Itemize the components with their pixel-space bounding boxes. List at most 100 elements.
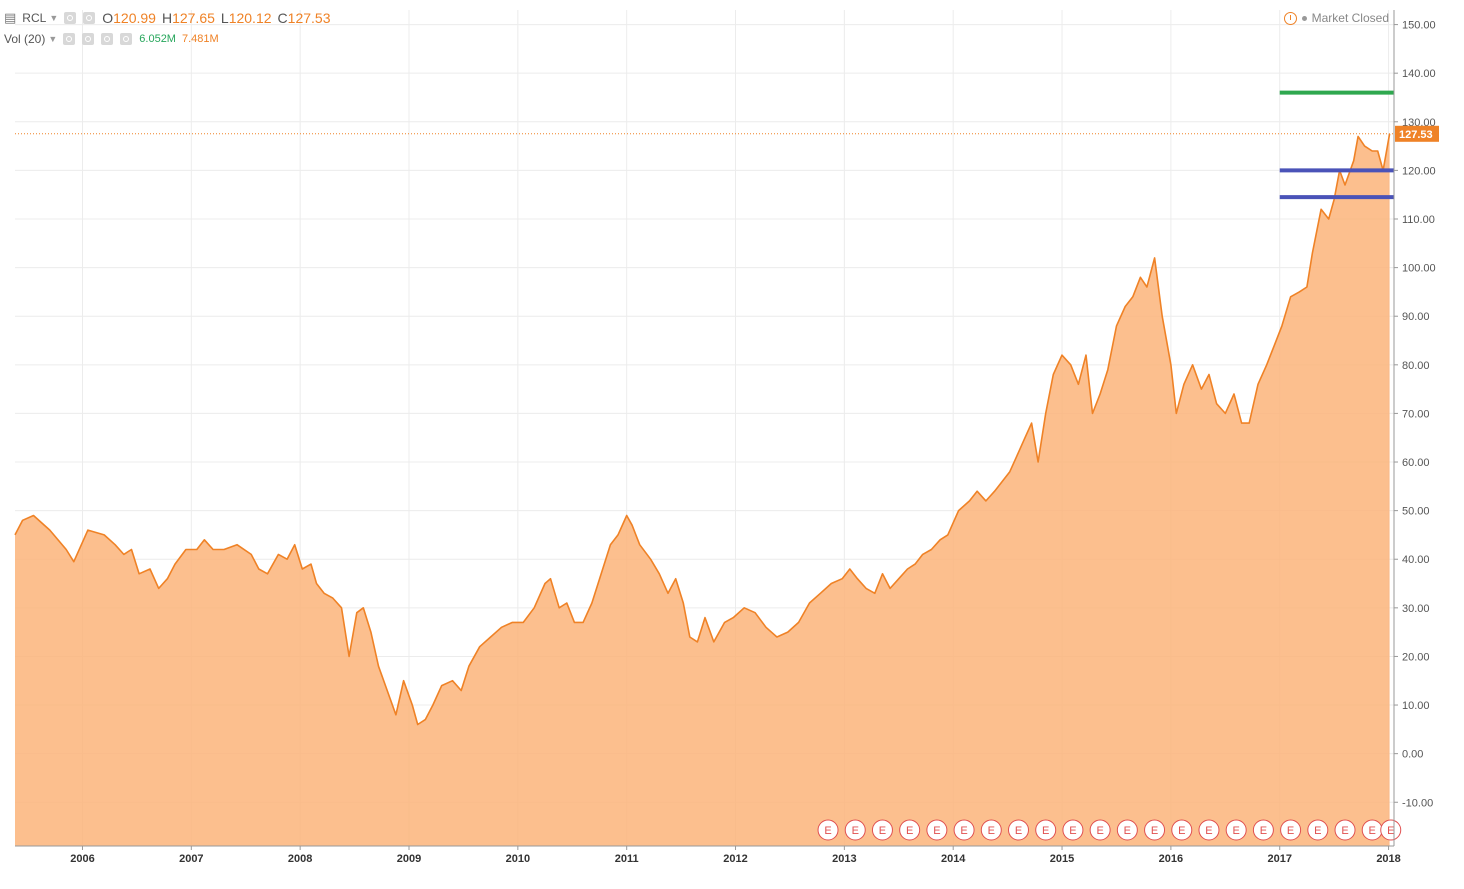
x-tick-label: 2008	[288, 853, 312, 865]
earnings-marker[interactable]	[1280, 819, 1302, 841]
earnings-marker[interactable]	[1144, 819, 1166, 841]
level-lines	[1279, 90, 1394, 200]
earnings-marker[interactable]	[953, 819, 975, 841]
earnings-marker-label: E	[1260, 825, 1267, 837]
chevron-down-icon[interactable]: ▼	[48, 34, 58, 44]
x-tick-label: 2016	[1159, 853, 1183, 865]
volume-value: 6.052M	[139, 33, 176, 45]
earnings-marker[interactable]	[1225, 819, 1247, 841]
high-value-group: H127.65	[162, 10, 215, 26]
earnings-marker[interactable]	[1334, 819, 1356, 841]
y-tick-label: 100.00	[1402, 263, 1436, 275]
earnings-marker[interactable]	[1198, 819, 1220, 841]
earnings-marker[interactable]	[1089, 819, 1111, 841]
gear-icon[interactable]	[82, 33, 95, 45]
x-tick-label: 2007	[179, 853, 203, 865]
eye-icon[interactable]	[63, 33, 76, 45]
earnings-marker-label: E	[1341, 825, 1348, 837]
earnings-marker-label: E	[1314, 825, 1321, 837]
y-tick-label: 130.00	[1402, 117, 1436, 129]
y-tick-label: 50.00	[1402, 506, 1430, 518]
earnings-marker[interactable]	[1380, 819, 1402, 841]
earnings-marker-label: E	[1096, 825, 1103, 837]
menu-icon[interactable]: ▤	[4, 10, 17, 25]
y-tick-label: 40.00	[1402, 554, 1430, 566]
y-tick-label: 90.00	[1402, 311, 1430, 323]
market-status-label: Market Closed	[1311, 11, 1389, 25]
volume-label[interactable]: Vol (20)	[4, 32, 46, 46]
gear-icon[interactable]	[83, 12, 96, 24]
earnings-marker[interactable]	[1307, 819, 1329, 841]
earnings-marker[interactable]	[1008, 819, 1030, 841]
earnings-marker[interactable]	[817, 819, 839, 841]
high-value: 127.65	[172, 10, 215, 26]
y-tick-label: -10.00	[1402, 797, 1433, 809]
x-tick-label: 2018	[1376, 853, 1400, 865]
earnings-marker-label: E	[933, 825, 940, 837]
earnings-marker-label: E	[1042, 825, 1049, 837]
earnings-marker-label: E	[1287, 825, 1294, 837]
earnings-marker-label: E	[960, 825, 967, 837]
earnings-marker[interactable]	[926, 819, 948, 841]
price-line	[14, 133, 1391, 726]
earnings-marker-label: E	[1015, 825, 1022, 837]
earnings-marker-label: E	[1151, 825, 1158, 837]
y-tick-label: 0.00	[1402, 749, 1423, 761]
symbol-label[interactable]: RCL	[22, 11, 47, 25]
y-tick-label: 10.00	[1402, 700, 1430, 712]
y-tick-label: 150.00	[1402, 20, 1436, 32]
y-tick-label: 60.00	[1402, 457, 1430, 469]
open-value-group: O120.99	[102, 10, 156, 26]
volume-average: 7.481M	[181, 33, 219, 45]
earnings-marker[interactable]	[1171, 819, 1193, 841]
x-tick-label: 2014	[941, 853, 966, 865]
earnings-marker-label: E	[1233, 825, 1240, 837]
earnings-marker-label: E	[1124, 825, 1131, 837]
y-tick-label: 80.00	[1402, 360, 1430, 372]
chevron-down-icon[interactable]: ▼	[49, 13, 59, 23]
status-dot-icon	[1301, 15, 1307, 21]
clock-icon[interactable]	[1283, 11, 1297, 25]
earnings-marker-label: E	[879, 825, 886, 837]
close-label: C	[277, 10, 288, 26]
earnings-marker[interactable]	[980, 819, 1002, 841]
market-status: Market Closed	[1283, 11, 1389, 25]
high-label: H	[161, 10, 173, 26]
x-tick-label: 2010	[506, 853, 530, 865]
x-tick-label: 2013	[832, 853, 856, 865]
y-tick-label: 30.00	[1402, 603, 1430, 615]
close-value-group: C127.53	[278, 10, 331, 26]
eye-icon[interactable]	[64, 12, 77, 24]
earnings-marker[interactable]	[1062, 819, 1084, 841]
earnings-marker-label: E	[824, 825, 831, 837]
close-icon[interactable]	[120, 33, 133, 45]
x-tick-label: 2015	[1050, 853, 1074, 865]
y-tick-label: 110.00	[1402, 214, 1435, 226]
earnings-marker[interactable]	[1035, 819, 1057, 841]
earnings-marker-label: E	[1387, 825, 1394, 837]
earnings-marker[interactable]	[844, 819, 866, 841]
last-price-badge	[1395, 125, 1439, 142]
earnings-marker[interactable]	[1252, 819, 1274, 841]
price-area	[14, 133, 1394, 847]
low-label: L	[220, 10, 229, 26]
earnings-marker-label: E	[906, 825, 913, 837]
y-tick-label: 20.00	[1402, 651, 1430, 663]
plus-icon[interactable]	[101, 33, 114, 45]
volume-legend: Vol (20) ▼ 6.052M 7.481M	[4, 32, 219, 46]
open-label: O	[102, 10, 114, 26]
y-tick-label: 120.00	[1402, 165, 1436, 177]
y-tick-label: 140.00	[1402, 68, 1436, 80]
symbol-legend: ▤ RCL ▼ O120.99 H127.65 L120.12 C127.53	[4, 10, 330, 26]
earnings-marker-label: E	[1069, 825, 1076, 837]
low-value-group: L120.12	[221, 10, 272, 26]
x-tick-label: 2006	[70, 853, 94, 865]
open-value: 120.99	[113, 10, 156, 26]
earnings-marker[interactable]	[871, 819, 893, 841]
earnings-marker[interactable]	[899, 819, 921, 841]
earnings-marker[interactable]	[1116, 819, 1138, 841]
close-value: 127.53	[287, 10, 331, 26]
